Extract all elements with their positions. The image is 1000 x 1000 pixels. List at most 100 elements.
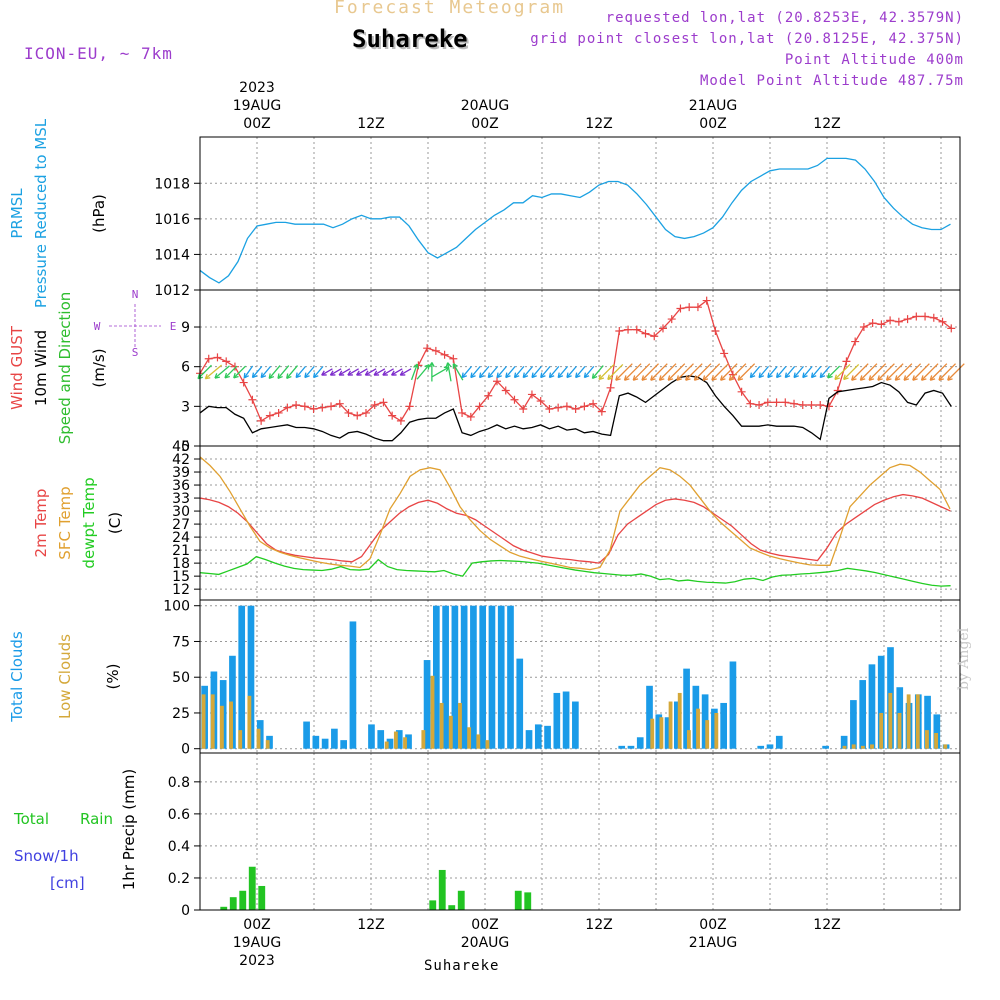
gust-marker [580, 402, 589, 411]
gust-marker [824, 402, 833, 411]
bottom-time-label: 21AUG [689, 935, 738, 951]
gust-marker [859, 323, 868, 332]
wind-direction-arrow [693, 363, 712, 381]
total-cloud-bar [627, 745, 635, 749]
wind-direction-arrow [912, 363, 930, 381]
gust-marker [667, 315, 676, 324]
wind-direction-arrow [728, 363, 747, 381]
gust-marker [807, 401, 816, 410]
panel-label-0: PRMSL [8, 188, 26, 239]
ytick-label: 33 [172, 491, 190, 507]
wind-direction-arrow [793, 365, 804, 378]
gust-marker [772, 398, 781, 407]
wind-direction-arrow [452, 363, 464, 381]
wind-arrow-head [243, 372, 250, 379]
total-cloud-bar [701, 694, 709, 749]
wind-arrow-head [531, 372, 537, 379]
total-cloud-bar [683, 668, 690, 749]
low-cloud-bar [448, 715, 453, 749]
bottom-time-label: 12Z [357, 917, 384, 933]
wind-direction-arrow [894, 363, 913, 381]
total-cloud-bar [534, 724, 542, 749]
total-cloud-bar [442, 605, 449, 749]
wind-direction-arrow [938, 363, 957, 381]
wind-arrow-head [321, 370, 327, 376]
wind-direction-arrow [382, 368, 394, 376]
gust-marker [361, 408, 370, 417]
total-cloud-bar [238, 605, 246, 749]
ytick-label: 45 [172, 439, 190, 455]
low-cloud-bar [925, 730, 929, 749]
wind-direction-arrow [624, 363, 642, 381]
ytick-label: 18 [172, 556, 190, 572]
wind-arrow-head [548, 372, 555, 379]
gust-marker [816, 401, 825, 410]
series-sfc-temp [199, 456, 951, 571]
rain-bar [457, 890, 465, 910]
gust-marker [423, 344, 432, 353]
gust-marker [545, 404, 554, 413]
ytick-label: 12 [172, 582, 190, 598]
wind-direction-arrow [548, 365, 560, 378]
low-cloud-bar [705, 720, 710, 749]
rain-bar [248, 866, 256, 910]
wind-direction-arrow [391, 368, 403, 376]
wind-direction-arrow [243, 365, 254, 379]
gust-marker [790, 399, 799, 408]
total-cloud-bar [423, 660, 431, 749]
panel-label-0: Total Clouds [8, 631, 26, 723]
gust-marker [327, 402, 336, 411]
ytick-label: 15 [172, 569, 190, 585]
wind-direction-arrow [851, 363, 869, 381]
bottom-time-label: 00Z [243, 917, 270, 933]
wind-arrow-head [793, 372, 799, 379]
info-point-altitude: Point Altitude 400m [784, 52, 964, 68]
rain-label-rain: Rain [80, 810, 113, 828]
location-title: Suhareke [352, 25, 468, 53]
total-cloud-bar [497, 605, 505, 749]
low-cloud-bar [210, 694, 215, 749]
low-cloud-bar [265, 740, 270, 749]
bottom-time-label: 12Z [585, 917, 612, 933]
series-2m-temp [199, 493, 951, 564]
bottom-time-label: 20AUG [461, 935, 510, 951]
wind-arrow-head [702, 375, 709, 381]
gust-marker [493, 377, 502, 386]
gust-marker [912, 312, 921, 321]
product-title: Forecast Meteogram [334, 0, 566, 18]
wind-arrow-head [877, 375, 883, 381]
wind-direction-arrow [784, 365, 796, 378]
wind-arrow-head [338, 370, 345, 376]
low-cloud-bar [870, 744, 874, 749]
snow-unit-label: [cm] [50, 874, 85, 892]
gust-marker [458, 408, 467, 417]
wind-arrow-head [575, 372, 581, 379]
wind-direction-arrow [834, 364, 851, 380]
rain-label-total: Total [13, 810, 49, 828]
wind-arrow-head [382, 370, 388, 376]
panel-precip: 0 0.2 0.4 0.6 0.8 Total Rain Snow/1h [cm] 1hr Pre… [13, 752, 961, 919]
wind-direction-arrow [667, 363, 686, 381]
total-cloud-bar [572, 701, 579, 749]
gust-marker [466, 412, 475, 421]
gust-marker [711, 326, 720, 335]
wind-direction-arrow [711, 363, 729, 381]
wind-arrow-head [347, 370, 353, 376]
compass-n: N [132, 288, 139, 301]
panel-label-3: (C) [106, 512, 124, 534]
low-cloud-bar [201, 694, 206, 749]
gust-marker [300, 402, 309, 411]
total-cloud-bar [692, 685, 700, 749]
gust-marker [624, 325, 633, 334]
wind-direction-arrow [277, 365, 290, 379]
wind-arrow-head [399, 370, 406, 376]
wind-arrow-head [251, 372, 258, 379]
wind-arrow-head [268, 373, 275, 380]
wind-arrow-head [304, 372, 310, 379]
bottom-location: Suhareke [424, 958, 500, 974]
wind-arrow-head [767, 372, 773, 379]
ytick-label: 39 [172, 465, 190, 481]
wind-direction-arrow [233, 365, 247, 379]
low-cloud-bar [696, 708, 700, 749]
total-cloud-bar [822, 745, 829, 749]
